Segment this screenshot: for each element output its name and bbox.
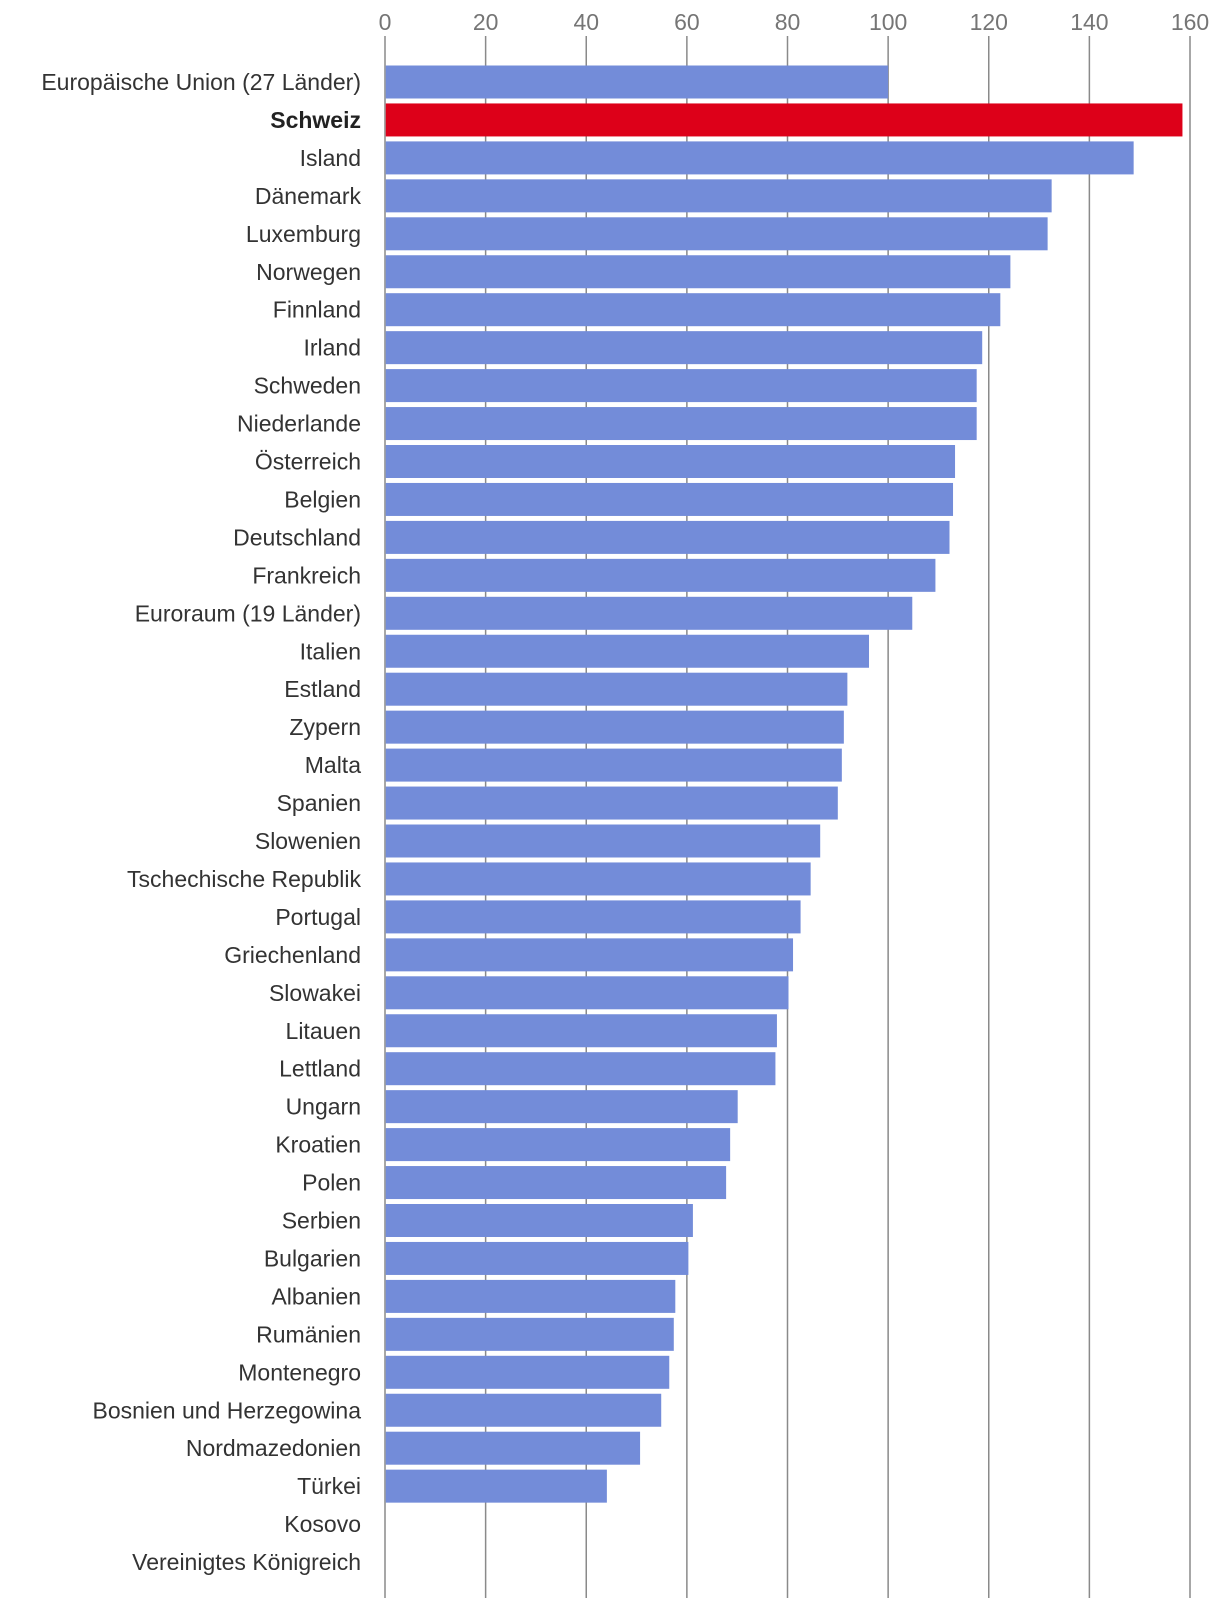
category-label: Albanien [271, 1283, 361, 1309]
bar [385, 331, 983, 365]
category-label: Ungarn [286, 1094, 361, 1120]
category-label: Malta [305, 752, 361, 778]
category-label: Österreich [255, 449, 361, 475]
category-labels: Europäische Union (27 Länder) Schweiz Isla… [41, 69, 361, 1575]
category-label: Europäische Union (27 Länder) [41, 69, 361, 95]
bar [385, 445, 956, 478]
category-label: Niederlande [237, 411, 361, 437]
bar [385, 634, 870, 668]
category-label: Finnland [273, 297, 361, 323]
x-tick-label: 0 [379, 9, 392, 35]
bar [385, 179, 1052, 213]
bar [385, 1204, 693, 1237]
bar [385, 293, 1001, 327]
category-label: Estland [284, 676, 361, 702]
category-label: Frankreich [252, 562, 361, 588]
bar [385, 1469, 607, 1503]
bar [385, 255, 1011, 289]
bar [385, 1128, 731, 1162]
x-axis-ticks: 0 20 40 60 80 100 120 140 160 [379, 9, 1210, 35]
bar [385, 217, 1048, 251]
category-label: Euroraum (19 Länder) [135, 600, 361, 626]
bar [385, 1090, 738, 1124]
category-label: Serbien [282, 1208, 361, 1234]
category-label: Island [300, 145, 361, 171]
bar [385, 1166, 727, 1200]
category-label: Rumänien [256, 1321, 361, 1347]
category-label: Litauen [286, 1018, 361, 1044]
category-label: Schweiz [270, 107, 361, 133]
bar [385, 1241, 689, 1275]
bar [385, 748, 842, 782]
x-tick-label: 160 [1171, 9, 1209, 35]
category-label: Portugal [275, 904, 361, 930]
category-label: Lettland [279, 1056, 361, 1082]
category-label: Griechenland [224, 942, 361, 968]
category-label: Bulgarien [264, 1245, 361, 1271]
category-label: Belgien [284, 486, 361, 512]
bar [385, 596, 913, 630]
bar [385, 407, 977, 441]
category-label: Türkei [297, 1473, 361, 1499]
bar [385, 103, 1183, 137]
category-label: Slowenien [255, 828, 361, 854]
bar [385, 1431, 641, 1465]
x-tick-label: 80 [775, 9, 801, 35]
category-label: Kroatien [275, 1132, 361, 1158]
category-label: Italien [300, 638, 361, 664]
category-label: Spanien [277, 790, 361, 816]
category-label: Schweden [254, 373, 361, 399]
category-label: Nordmazedonien [186, 1435, 361, 1461]
bar [385, 65, 889, 99]
bar [385, 1317, 674, 1351]
bar [385, 900, 801, 934]
bars [385, 65, 1183, 1503]
x-tick-label: 60 [674, 9, 700, 35]
x-tick-label: 120 [970, 9, 1008, 35]
category-label: Luxemburg [246, 221, 361, 247]
category-label: Bosnien und Herzegowina [92, 1397, 361, 1423]
bar [385, 369, 977, 403]
bar [385, 824, 821, 858]
x-tick-label: 20 [473, 9, 499, 35]
bar [385, 141, 1134, 175]
bar [385, 558, 936, 592]
bar [385, 1052, 776, 1086]
bar [385, 520, 950, 554]
bar [385, 976, 789, 1010]
category-label: Deutschland [233, 524, 361, 550]
bar [385, 786, 838, 820]
category-label: Tschechische Republik [127, 866, 361, 892]
bar [385, 1279, 676, 1313]
bar [385, 1014, 777, 1048]
category-label: Kosovo [284, 1511, 361, 1537]
category-label: Vereinigtes Königreich [132, 1549, 361, 1575]
bar [385, 482, 954, 516]
category-label: Norwegen [256, 259, 361, 285]
x-tick-label: 100 [869, 9, 907, 35]
category-label: Polen [302, 1170, 361, 1196]
category-label: Irland [303, 335, 361, 361]
category-label: Slowakei [269, 980, 361, 1006]
bar [385, 862, 811, 896]
category-label: Dänemark [255, 183, 362, 209]
bar [385, 1393, 662, 1427]
bar [385, 710, 844, 744]
category-label: Zypern [289, 714, 361, 740]
bar [385, 938, 794, 972]
x-tick-label: 140 [1070, 9, 1108, 35]
bar [385, 1355, 670, 1389]
category-label: Montenegro [238, 1359, 361, 1385]
x-tick-label: 40 [573, 9, 599, 35]
bar [385, 672, 848, 706]
